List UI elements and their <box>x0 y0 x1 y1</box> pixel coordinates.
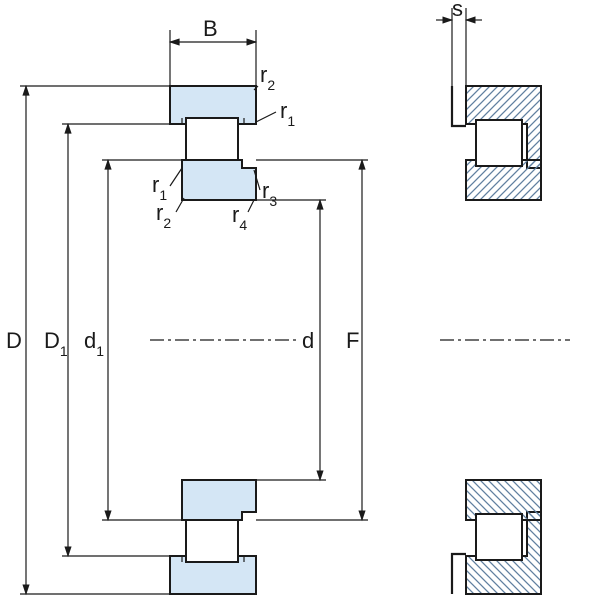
dim-s: s <box>436 0 482 86</box>
roller-top-r <box>476 120 522 166</box>
callout-r1-top: r1 <box>280 98 295 129</box>
right-view <box>440 86 570 594</box>
label-d: d <box>302 328 314 353</box>
lower-half <box>170 480 256 594</box>
roller-bot-r <box>476 514 522 560</box>
left-view <box>150 86 300 594</box>
callout-r2-top: r2 <box>260 62 275 93</box>
dim-B: B <box>170 16 256 86</box>
label-d1: d1 <box>84 328 104 359</box>
callout-r3: r3 <box>262 178 277 209</box>
label-F: F <box>346 328 359 353</box>
callout-r1-bot: r1 <box>152 172 167 203</box>
inner-ring-bot <box>182 480 256 520</box>
callout-r4: r4 <box>232 202 247 233</box>
outer-step-top <box>452 86 466 126</box>
outer-step-bot <box>452 554 466 594</box>
bearing-drawing: B s D D1 d1 d F <box>0 0 600 600</box>
dim-d1: d1 <box>84 160 182 520</box>
label-D1: D1 <box>44 328 68 359</box>
upper-half <box>170 86 256 200</box>
label-s: s <box>452 0 463 21</box>
inner-ring-top <box>182 160 256 200</box>
label-B: B <box>203 16 218 41</box>
callout-r2-bot: r2 <box>156 200 171 231</box>
dim-d: d <box>256 200 326 480</box>
label-D: D <box>6 328 22 353</box>
